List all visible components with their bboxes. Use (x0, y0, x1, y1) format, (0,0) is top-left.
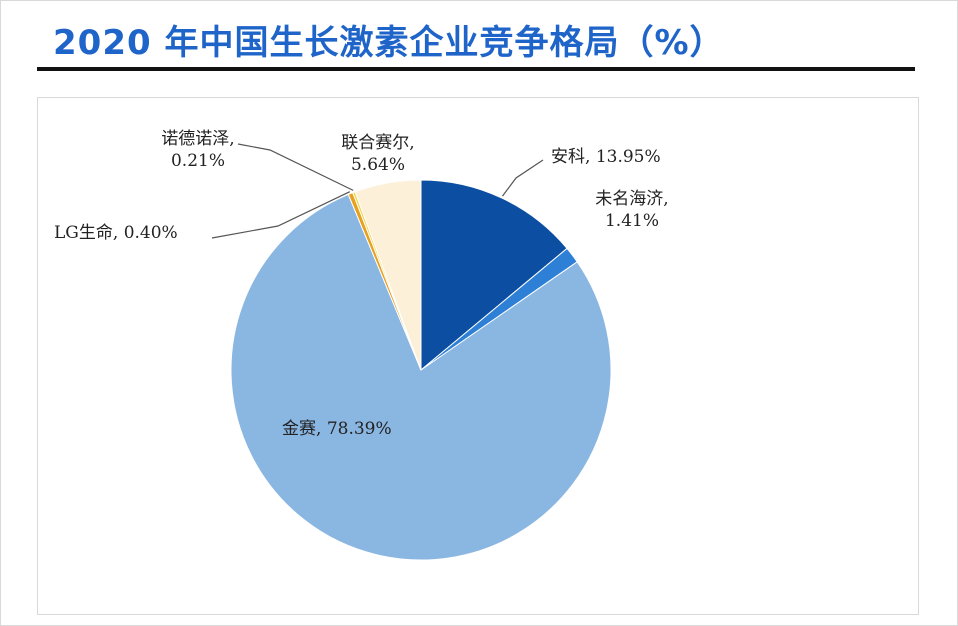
label-lianhe-name: 联合赛尔, (341, 133, 415, 153)
label-nuode-name: 诺德诺泽, (161, 129, 235, 149)
pie-slice-jinsai (230, 193, 612, 561)
chart-panel: 安科, 13.95% 未名海济, 1.41% 联合赛尔, 5.64% 诺德诺泽,… (37, 97, 919, 615)
leader-line-lg (211, 191, 351, 239)
label-jinsai-name: 金赛, (282, 419, 322, 439)
label-nuode-value: 0.21% (170, 151, 225, 171)
pie-slice-anke (420, 179, 568, 372)
label-anke-value: 13.95% (595, 147, 661, 167)
label-weiming-name: 未名海济, (595, 189, 669, 209)
leader-line-nuode (237, 143, 354, 191)
title-divider (37, 67, 915, 71)
label-nuode: 诺德诺泽, 0.21% (142, 128, 254, 172)
label-jinsai: 金赛, 78.39% (282, 418, 392, 440)
label-lianhe-value: 5.64% (350, 155, 405, 175)
label-lg-value: 0.40% (123, 223, 178, 243)
label-weiming: 未名海济, 1.41% (576, 188, 688, 232)
page-title: 2020 年中国生长激素企业竞争格局（%） (53, 23, 725, 63)
label-anke-name: 安科, (551, 147, 591, 167)
label-weiming-value: 1.41% (604, 211, 659, 231)
label-lg: LG生命, 0.40% (54, 222, 178, 244)
label-lg-name: LG生命, (54, 223, 119, 243)
label-lianhe: 联合赛尔, 5.64% (322, 132, 434, 176)
pie-slice-lianhe (354, 179, 422, 371)
leader-line-anke (501, 159, 544, 197)
pie-chart (211, 143, 612, 561)
label-jinsai-value: 78.39% (326, 419, 392, 439)
label-anke: 安科, 13.95% (551, 146, 661, 168)
